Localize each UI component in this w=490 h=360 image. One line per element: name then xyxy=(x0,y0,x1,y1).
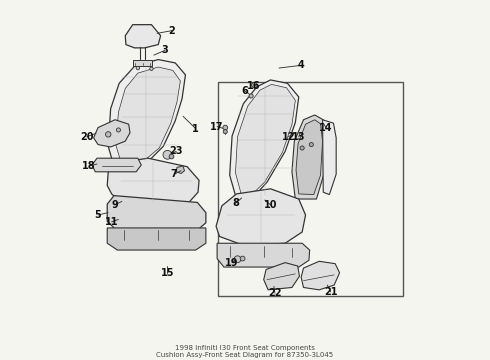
Text: 6: 6 xyxy=(242,86,248,96)
Text: 3: 3 xyxy=(162,45,169,55)
Circle shape xyxy=(223,130,227,134)
Polygon shape xyxy=(108,59,185,168)
Polygon shape xyxy=(176,166,184,174)
Text: 21: 21 xyxy=(324,287,338,297)
Text: 18: 18 xyxy=(82,161,96,171)
Text: 9: 9 xyxy=(112,200,119,210)
Polygon shape xyxy=(301,261,340,290)
Polygon shape xyxy=(107,228,206,250)
Circle shape xyxy=(163,150,172,159)
Circle shape xyxy=(105,132,111,137)
Polygon shape xyxy=(322,120,336,195)
Polygon shape xyxy=(125,25,161,48)
Circle shape xyxy=(169,154,174,159)
Text: 23: 23 xyxy=(170,147,183,156)
Circle shape xyxy=(234,256,241,263)
Text: 1: 1 xyxy=(192,123,199,134)
Text: 14: 14 xyxy=(319,122,333,132)
Polygon shape xyxy=(292,115,326,199)
Circle shape xyxy=(300,146,304,150)
Text: 7: 7 xyxy=(171,169,177,179)
Text: 4: 4 xyxy=(298,60,304,70)
Text: 8: 8 xyxy=(232,198,239,208)
Text: 2: 2 xyxy=(169,26,175,36)
Text: 13: 13 xyxy=(292,132,305,142)
Polygon shape xyxy=(216,189,306,246)
Text: 5: 5 xyxy=(95,210,101,220)
Polygon shape xyxy=(107,158,199,206)
Circle shape xyxy=(117,128,121,132)
Polygon shape xyxy=(116,67,180,164)
Text: 10: 10 xyxy=(264,200,277,210)
Text: 16: 16 xyxy=(247,81,260,91)
Polygon shape xyxy=(92,158,141,172)
Circle shape xyxy=(223,125,228,130)
Polygon shape xyxy=(107,195,206,233)
FancyBboxPatch shape xyxy=(133,60,152,66)
Text: 22: 22 xyxy=(268,288,282,298)
Circle shape xyxy=(249,94,253,98)
Polygon shape xyxy=(217,243,310,267)
Circle shape xyxy=(252,82,257,88)
Text: 20: 20 xyxy=(80,132,94,142)
Polygon shape xyxy=(94,120,130,147)
Text: 11: 11 xyxy=(105,217,119,227)
Polygon shape xyxy=(236,84,295,196)
Circle shape xyxy=(150,67,153,71)
Circle shape xyxy=(136,66,140,70)
Text: 15: 15 xyxy=(161,268,174,278)
Polygon shape xyxy=(230,80,299,199)
Circle shape xyxy=(309,143,314,147)
Text: 1998 Infiniti I30 Front Seat Components
Cushion Assy-Front Seat Diagram for 8735: 1998 Infiniti I30 Front Seat Components … xyxy=(156,345,334,358)
Text: 19: 19 xyxy=(225,258,239,267)
Text: 12: 12 xyxy=(282,132,295,142)
Circle shape xyxy=(240,256,245,261)
Polygon shape xyxy=(296,120,322,195)
Polygon shape xyxy=(264,263,299,290)
Text: 17: 17 xyxy=(210,122,224,131)
